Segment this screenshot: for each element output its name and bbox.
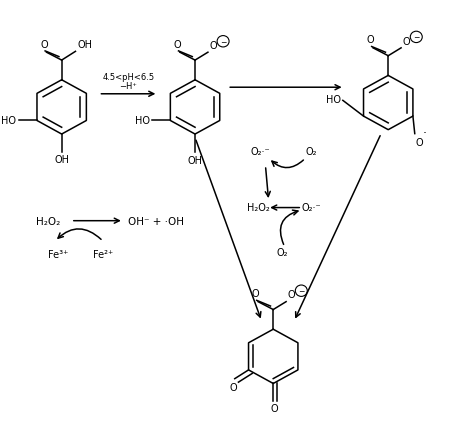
Text: Fe³⁺: Fe³⁺ xyxy=(48,250,69,260)
Text: HO: HO xyxy=(135,116,150,126)
Text: O: O xyxy=(367,35,374,45)
Text: −: − xyxy=(298,286,304,296)
Text: H₂O₂: H₂O₂ xyxy=(246,202,269,212)
Text: OH⁻ + ·OH: OH⁻ + ·OH xyxy=(128,216,184,226)
Text: O₂·⁻: O₂·⁻ xyxy=(251,147,270,156)
Text: OH: OH xyxy=(78,40,93,50)
Text: O: O xyxy=(210,41,217,51)
Text: HO: HO xyxy=(326,95,340,105)
Text: O: O xyxy=(40,39,48,49)
Text: O: O xyxy=(252,289,260,298)
Text: 4.5<pH<6.5: 4.5<pH<6.5 xyxy=(102,72,155,81)
Text: O: O xyxy=(229,382,237,392)
Text: O₂: O₂ xyxy=(305,147,317,156)
Text: OH: OH xyxy=(54,154,69,164)
Text: O: O xyxy=(288,290,295,300)
Text: O₂: O₂ xyxy=(277,247,288,258)
Text: OH: OH xyxy=(188,155,202,165)
Text: −: − xyxy=(220,38,226,47)
Text: HO: HO xyxy=(1,116,16,126)
Text: O: O xyxy=(271,403,278,413)
Text: O: O xyxy=(174,39,182,49)
Text: −: − xyxy=(413,33,419,42)
Text: O: O xyxy=(415,138,423,147)
Text: H₂O₂: H₂O₂ xyxy=(36,216,60,226)
Text: O₂·⁻: O₂·⁻ xyxy=(301,202,321,212)
Text: −H⁺: −H⁺ xyxy=(119,81,137,91)
Text: ·: · xyxy=(423,127,427,140)
Text: O: O xyxy=(402,36,410,46)
Text: Fe²⁺: Fe²⁺ xyxy=(93,250,113,260)
